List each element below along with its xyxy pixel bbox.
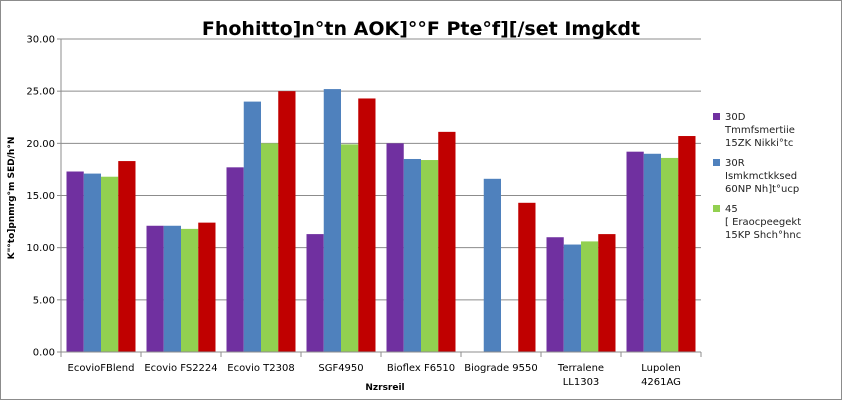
legend-label: Tmmfsmertiie: [724, 125, 795, 136]
bar: [386, 143, 404, 352]
y-tick-label: 0.00: [33, 348, 55, 359]
x-axis-title: Nzrsreil: [365, 383, 404, 393]
bar: [146, 225, 164, 352]
bar: [581, 241, 599, 352]
x-tick-label: LL1303: [563, 377, 600, 388]
bar: [643, 153, 661, 352]
bars: [66, 89, 696, 353]
bar: [598, 234, 616, 352]
bar: [626, 151, 644, 352]
bar: [306, 234, 324, 352]
bar: [198, 222, 216, 352]
y-tick-label: 30.00: [26, 35, 55, 46]
x-tick-label: Lupolen: [641, 363, 680, 374]
axes: [57, 38, 702, 357]
chart-title: Fhohitto]n°tn AOK]°°F Pte°f][/set Imgkdt: [202, 18, 640, 40]
y-tick-label: 20.00: [26, 139, 55, 150]
bar: [226, 167, 244, 352]
x-tick-label: Ecovio FS2224: [144, 363, 217, 374]
y-tick-label: 5.00: [33, 295, 55, 306]
x-tick-label: Biograde 9550: [464, 363, 537, 374]
legend-swatch: [713, 159, 720, 166]
legend-label: 15ZK Nikki°tc: [725, 138, 793, 149]
legend-label: 30D: [725, 112, 746, 123]
bar: [518, 202, 536, 352]
bar: [261, 143, 279, 352]
bar: [118, 161, 136, 352]
legend-label: Ismkmctkksed: [725, 171, 797, 182]
x-tick-label: 4261AG: [641, 377, 681, 388]
bar: [358, 98, 376, 352]
y-tick-label: 25.00: [26, 87, 55, 98]
y-axis-title: K"°to]pnmrg°m SED/h°N: [7, 137, 17, 260]
bar: [403, 158, 421, 352]
bar: [483, 178, 501, 352]
bar: [66, 171, 84, 352]
bar: [421, 160, 439, 352]
bar: [163, 225, 181, 352]
legend-label: 60NP Nh]t°ucp: [725, 184, 799, 195]
bar: [563, 244, 581, 352]
legend-label: 30R: [725, 158, 745, 169]
legend-label: 15KP Shch°hnc: [725, 230, 801, 241]
x-tick-label: Ecovio T2308: [227, 363, 295, 374]
y-tick-label: 10.00: [26, 243, 55, 254]
bar: [661, 157, 679, 352]
x-tick-label: Bioflex F6510: [387, 363, 455, 374]
bar: [546, 237, 564, 352]
legend-label: 45: [725, 204, 738, 215]
bar: [181, 228, 199, 352]
bar: [678, 136, 696, 352]
legend-label: [ Eraocpeegekt: [725, 217, 801, 228]
tick-labels: 0.00 5.00 10.00 15.00 20.00 25.00 30.00 EcovioF…: [26, 35, 681, 389]
bar: [341, 144, 359, 352]
bar: [438, 131, 456, 352]
x-tick-label: EcovioFBlend: [68, 363, 135, 374]
bar: [323, 89, 341, 352]
legend: 30D Tmmfsmertiie 15ZK Nikki°tc 30R Ismkmctkk…: [713, 112, 801, 241]
bar: [101, 176, 119, 352]
bar: [278, 91, 296, 353]
x-tick-label: SGF4950: [318, 363, 363, 374]
x-tick-label: Terralene: [557, 363, 604, 374]
legend-swatch: [713, 205, 720, 212]
y-tick-label: 15.00: [26, 191, 55, 202]
bar: [243, 101, 261, 352]
legend-swatch: [713, 113, 720, 120]
bar: [83, 173, 101, 352]
